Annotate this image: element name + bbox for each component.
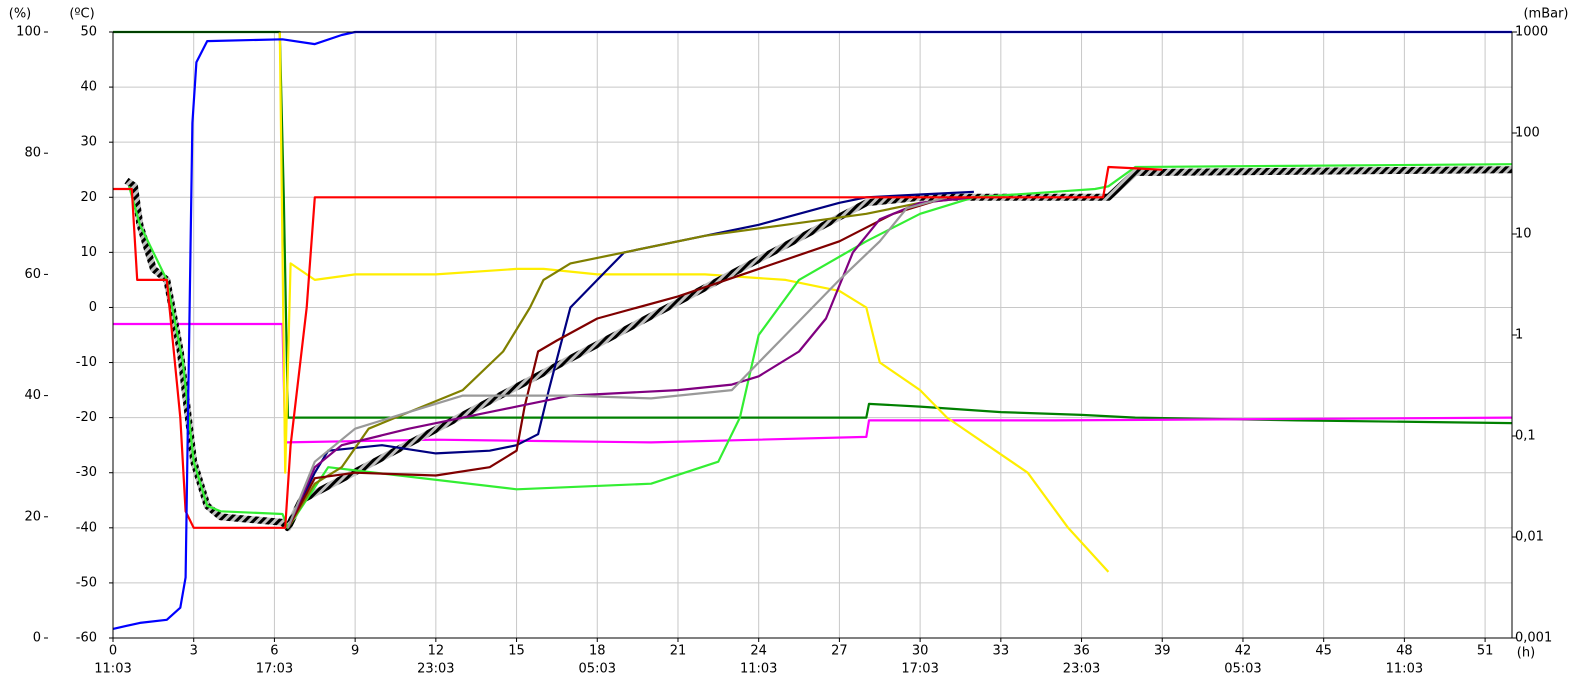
series-line xyxy=(113,30,1513,425)
lines xyxy=(112,30,1513,630)
y-tick-label: 20 xyxy=(80,190,97,205)
y-tick-label: 50 xyxy=(80,25,97,40)
x-tick-time: 05:03 xyxy=(1224,662,1261,677)
x-tick-label: 42 xyxy=(1235,644,1252,659)
x-tick-label: 24 xyxy=(750,644,767,659)
y3-tick-label: 100 xyxy=(1515,126,1540,141)
y-tick-label: -50 xyxy=(76,575,97,590)
y-tick-label: 10 xyxy=(80,245,97,260)
x-tick-label: 21 xyxy=(670,644,687,659)
y3-tick-label: 0,001 xyxy=(1515,631,1552,646)
y3-axis-label: (mBar) xyxy=(1523,7,1568,22)
y2-tick-label: 20 xyxy=(24,509,41,524)
x-tick-time: 11:03 xyxy=(94,662,131,677)
hatched-line xyxy=(124,166,1513,532)
y3-tick-label: 1 xyxy=(1515,328,1523,343)
x-tick-time: 05:03 xyxy=(579,662,616,677)
y-tick-label: 40 xyxy=(80,80,97,95)
series-line xyxy=(286,190,974,529)
y2-axis-label: (%) xyxy=(9,7,32,22)
x-tick-label: 0 xyxy=(109,644,117,659)
series-line xyxy=(113,322,1513,444)
x-tick-label: 3 xyxy=(190,644,198,659)
series-line xyxy=(286,196,975,529)
y2-tick-label: 60 xyxy=(24,267,41,282)
x-tick-time: 23:03 xyxy=(417,662,454,677)
series-line xyxy=(112,30,1512,630)
series-line xyxy=(286,196,975,529)
x-tick-label: 9 xyxy=(351,644,359,659)
series-line xyxy=(128,163,1513,529)
x-tick-label: 18 xyxy=(589,644,606,659)
y-tick-label: -40 xyxy=(76,520,97,535)
series-line xyxy=(278,31,1110,573)
y-tick-label: 0 xyxy=(89,300,97,315)
y3-tick-label: 1000 xyxy=(1515,25,1548,40)
x-tick-label: 30 xyxy=(912,644,929,659)
x-tick-label: 12 xyxy=(428,644,445,659)
y-tick-label: 30 xyxy=(80,135,97,150)
x-tick-label: 27 xyxy=(831,644,848,659)
y2-tick-label: 80 xyxy=(24,146,41,161)
y2-tick-label: 100 xyxy=(16,25,41,40)
x-tick-label: 39 xyxy=(1154,644,1171,659)
x-tick-time: 17:03 xyxy=(256,662,293,677)
y-tick-label: -20 xyxy=(76,410,97,425)
y-tick-label: -60 xyxy=(76,631,97,646)
y-axis-label: (ºC) xyxy=(69,7,94,22)
x-tick-time: 11:03 xyxy=(1386,662,1423,677)
x-tick-label: 45 xyxy=(1315,644,1332,659)
x-tick-time: 17:03 xyxy=(901,662,938,677)
series-line xyxy=(113,165,1163,529)
series-line xyxy=(286,196,948,529)
x-tick-label: 6 xyxy=(270,644,278,659)
y3-tick-label: 0,01 xyxy=(1515,530,1544,545)
x-tick-label: 36 xyxy=(1073,644,1090,659)
x-tick-label: 48 xyxy=(1396,644,1413,659)
x-tick-time: 11:03 xyxy=(740,662,777,677)
y2-tick-label: 0 xyxy=(33,631,41,646)
y-tick-label: -10 xyxy=(76,355,97,370)
y3-tick-label: 0,1 xyxy=(1515,429,1536,444)
series-line xyxy=(286,196,948,529)
y2-tick-label: 40 xyxy=(24,388,41,403)
y3-tick-label: 10 xyxy=(1515,227,1532,242)
x-axis-label: (h) xyxy=(1517,646,1535,661)
x-tick-label: 51 xyxy=(1477,644,1494,659)
x-tick-time: 23:03 xyxy=(1063,662,1100,677)
y-tick-label: -30 xyxy=(76,465,97,480)
x-tick-label: 33 xyxy=(993,644,1010,659)
x-tick-label: 15 xyxy=(508,644,525,659)
